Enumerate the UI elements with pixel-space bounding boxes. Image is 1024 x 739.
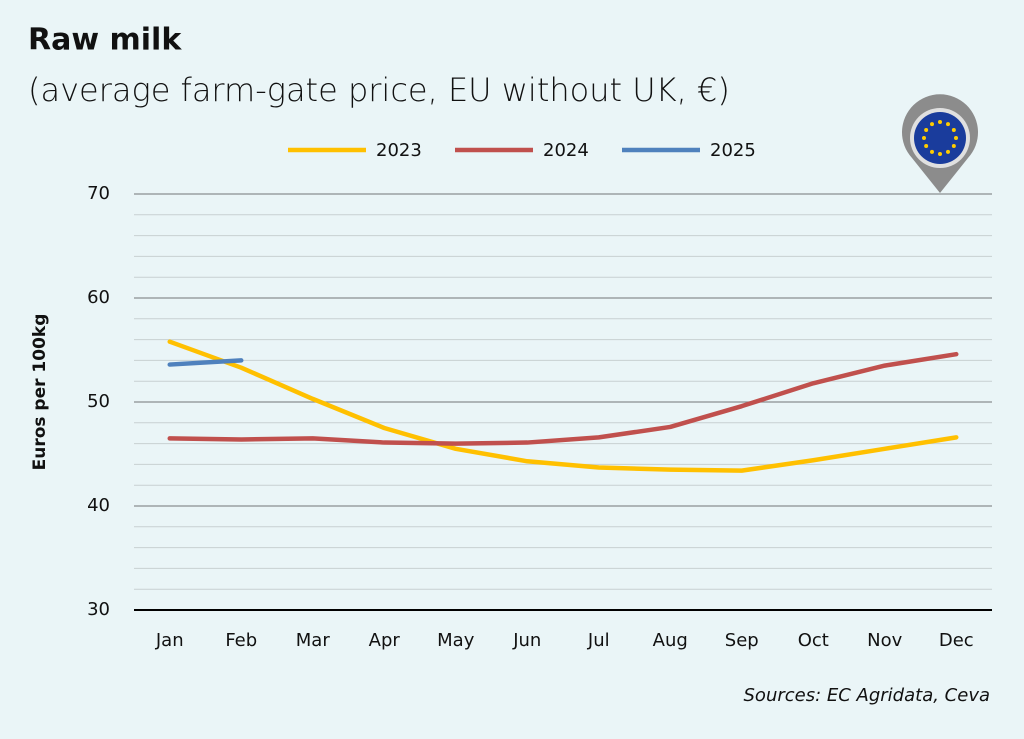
x-tick-label: Jan bbox=[155, 630, 184, 651]
star bbox=[938, 120, 942, 124]
star bbox=[951, 144, 956, 148]
star bbox=[924, 144, 929, 148]
star bbox=[951, 128, 956, 132]
source: Sources: EC Agridata, Ceva bbox=[744, 685, 991, 706]
y-tick-label: 50 bbox=[87, 391, 110, 412]
star bbox=[954, 136, 958, 140]
star bbox=[938, 152, 942, 156]
x-tick-label: May bbox=[437, 630, 475, 651]
star bbox=[922, 136, 926, 140]
star bbox=[946, 122, 950, 127]
star bbox=[946, 149, 950, 154]
y-tick-label: 70 bbox=[87, 183, 110, 204]
chart-title: Raw milk bbox=[28, 23, 182, 58]
y-tick-label: 60 bbox=[87, 287, 110, 308]
x-tick-label: Apr bbox=[369, 630, 401, 651]
x-tick-label: Feb bbox=[225, 630, 257, 651]
chart-subtitle: (average farm-gate price, EU without UK,… bbox=[28, 71, 730, 109]
y-axis-label: Euros per 100kg bbox=[30, 314, 50, 471]
x-tick-label: Dec bbox=[939, 630, 974, 651]
x-tick-label: Jul bbox=[587, 630, 610, 651]
legend-label: 2024 bbox=[543, 140, 589, 161]
series-line bbox=[167, 358, 244, 367]
legend-label: 2023 bbox=[376, 140, 422, 161]
x-tick-label: Aug bbox=[653, 630, 688, 651]
y-tick-label: 30 bbox=[87, 599, 110, 620]
x-tick-label: Mar bbox=[296, 630, 331, 651]
eu-pin bbox=[902, 94, 978, 193]
series-line bbox=[167, 339, 959, 473]
x-tick-label: Oct bbox=[798, 630, 829, 651]
y-tick-label: 40 bbox=[87, 495, 110, 516]
star bbox=[930, 149, 934, 154]
eu-stars bbox=[922, 120, 958, 156]
x-tick-label: Sep bbox=[725, 630, 759, 651]
series-line bbox=[167, 351, 959, 446]
eu-flag bbox=[914, 112, 966, 164]
x-tick-label: Jun bbox=[512, 630, 541, 651]
star bbox=[924, 128, 929, 132]
star bbox=[930, 122, 934, 127]
x-tick-label: Nov bbox=[867, 630, 902, 651]
legend-label: 2025 bbox=[710, 140, 756, 161]
